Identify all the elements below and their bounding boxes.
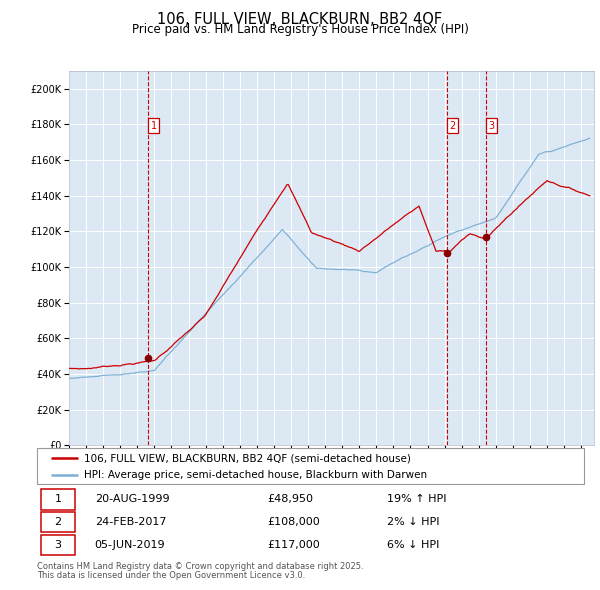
- Text: 2: 2: [55, 517, 62, 527]
- Text: £117,000: £117,000: [267, 540, 320, 550]
- Text: £108,000: £108,000: [267, 517, 320, 527]
- Text: 20-AUG-1999: 20-AUG-1999: [95, 494, 169, 504]
- Text: 2% ↓ HPI: 2% ↓ HPI: [388, 517, 440, 527]
- Text: This data is licensed under the Open Government Licence v3.0.: This data is licensed under the Open Gov…: [37, 571, 305, 579]
- Text: £48,950: £48,950: [267, 494, 313, 504]
- Text: 3: 3: [55, 540, 61, 550]
- Text: Contains HM Land Registry data © Crown copyright and database right 2025.: Contains HM Land Registry data © Crown c…: [37, 562, 364, 571]
- Text: 24-FEB-2017: 24-FEB-2017: [95, 517, 166, 527]
- Text: 19% ↑ HPI: 19% ↑ HPI: [388, 494, 447, 504]
- Text: 05-JUN-2019: 05-JUN-2019: [95, 540, 165, 550]
- Text: 1: 1: [55, 494, 61, 504]
- Text: 106, FULL VIEW, BLACKBURN, BB2 4QF (semi-detached house): 106, FULL VIEW, BLACKBURN, BB2 4QF (semi…: [84, 453, 410, 463]
- FancyBboxPatch shape: [41, 489, 75, 510]
- FancyBboxPatch shape: [41, 535, 75, 555]
- Text: 1: 1: [151, 121, 157, 131]
- Text: HPI: Average price, semi-detached house, Blackburn with Darwen: HPI: Average price, semi-detached house,…: [84, 470, 427, 480]
- FancyBboxPatch shape: [41, 512, 75, 532]
- Text: 106, FULL VIEW, BLACKBURN, BB2 4QF: 106, FULL VIEW, BLACKBURN, BB2 4QF: [157, 12, 443, 27]
- Text: 3: 3: [488, 121, 495, 131]
- Text: 2: 2: [450, 121, 456, 131]
- Text: 6% ↓ HPI: 6% ↓ HPI: [388, 540, 440, 550]
- Text: Price paid vs. HM Land Registry's House Price Index (HPI): Price paid vs. HM Land Registry's House …: [131, 23, 469, 36]
